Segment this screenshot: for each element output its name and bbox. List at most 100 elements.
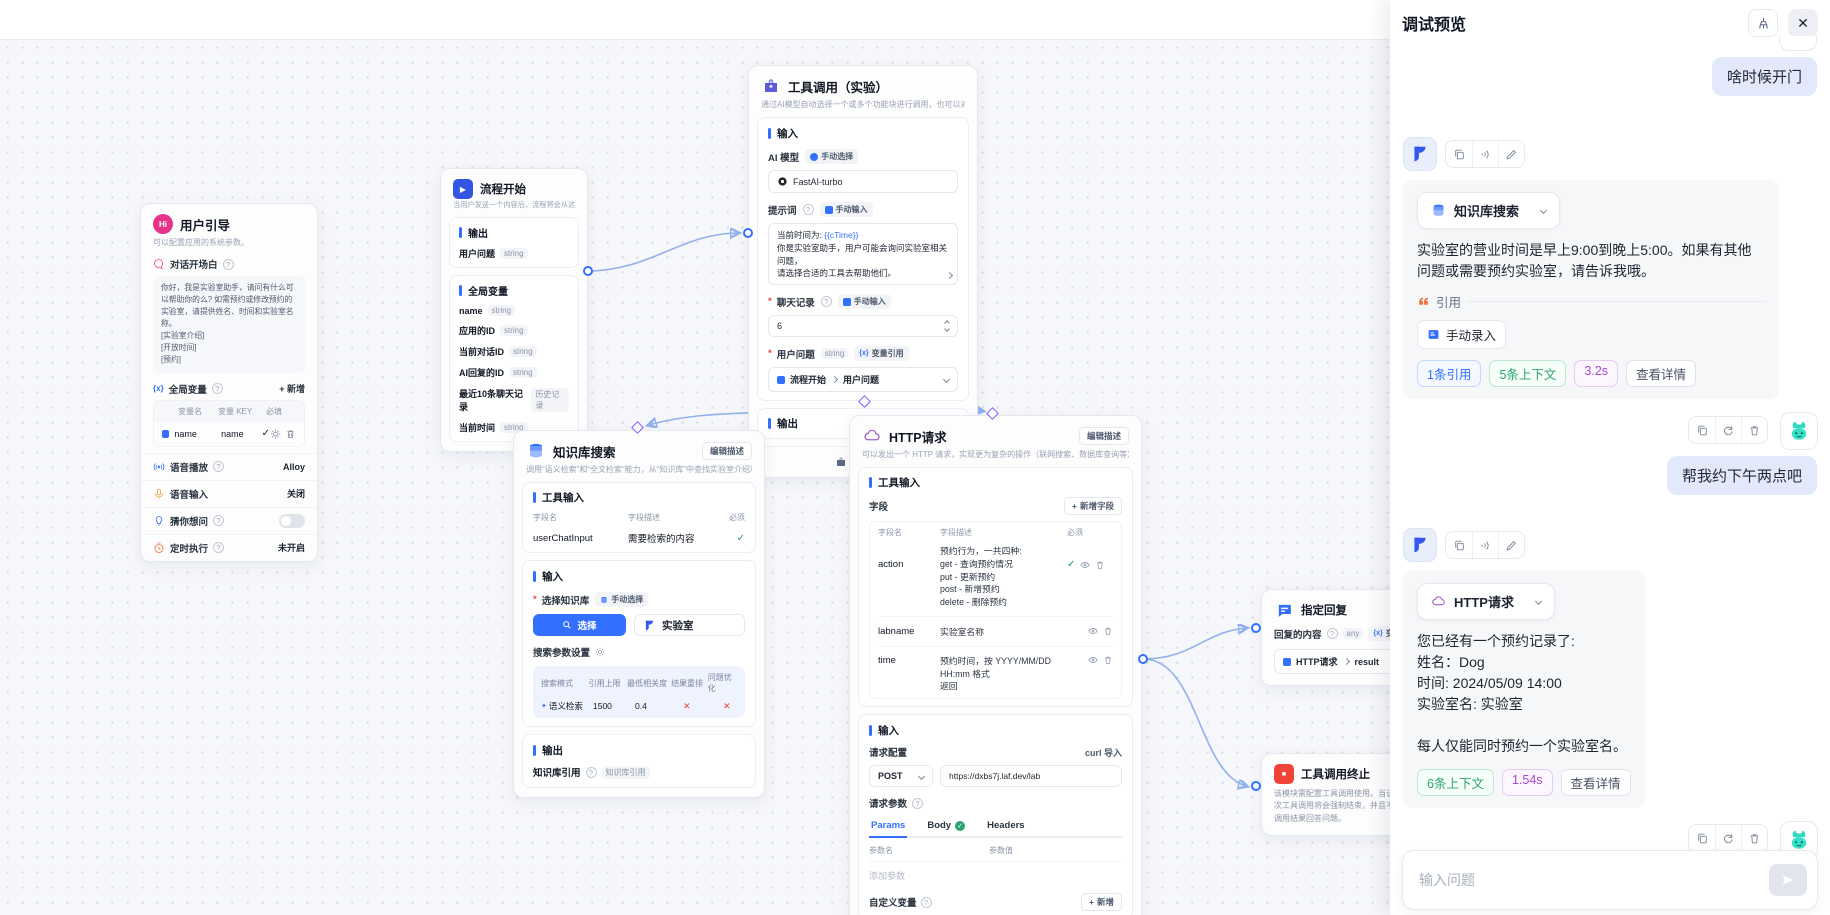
cite-count-badge[interactable]: 1条引用: [1417, 360, 1482, 387]
question-ref-select[interactable]: 流程开始 用户问题: [768, 367, 958, 392]
delete-icon[interactable]: [1741, 825, 1767, 851]
edit-icon[interactable]: [1498, 532, 1524, 558]
node-flow-start[interactable]: ▶ 流程开始 当用户发送一个内容后，流程将会从这个模块开始执行。 输出 用户问题…: [440, 168, 588, 452]
tab-body[interactable]: Body ✓: [925, 816, 967, 836]
node-kb-search[interactable]: 知识库搜索 编辑描述 调用“语义检索”和“全文检索”能力，从“知识库”中查找实验…: [513, 430, 765, 798]
method-select[interactable]: POST: [869, 765, 933, 787]
retry-icon[interactable]: [1715, 825, 1741, 851]
stepper-down-icon[interactable]: [944, 326, 950, 332]
trash-icon[interactable]: [1103, 626, 1113, 636]
variable-icon: [162, 429, 170, 438]
copy-icon[interactable]: [1689, 825, 1715, 851]
view-detail-button[interactable]: 查看详情: [1560, 769, 1631, 796]
section-title: 工具输入: [533, 490, 745, 505]
eye-icon[interactable]: [1080, 560, 1090, 570]
dataset-card[interactable]: 实验室: [634, 614, 745, 636]
add-param-placeholder[interactable]: 添加参数: [869, 871, 906, 881]
send-icon[interactable]: [1769, 864, 1807, 896]
cloud-icon: [1432, 596, 1445, 606]
retry-icon[interactable]: [1715, 417, 1741, 443]
info-icon: ?: [213, 461, 225, 473]
ai-response-line: [1417, 715, 1631, 736]
node-result-pill[interactable]: 知识库搜索: [1417, 192, 1561, 229]
node-user-guide[interactable]: Hi 用户引导 可以配置应用的系统参数。 对话开场白 ? 你好，我是实验室助手，…: [140, 203, 318, 562]
trash-icon[interactable]: [1095, 560, 1105, 570]
guess-toggle[interactable]: [279, 513, 305, 528]
url-input[interactable]: https://dxbs7j.laf.dev/lab: [940, 765, 1122, 787]
context-count-badge[interactable]: 5条上下文: [1489, 360, 1567, 387]
node-ref-icon: [777, 375, 785, 384]
connector-target-tool-call[interactable]: [743, 228, 753, 238]
add-field-button[interactable]: + 新增字段: [1064, 497, 1122, 515]
close-icon[interactable]: ✕: [1788, 9, 1818, 37]
field-name: userChatInput: [533, 532, 593, 544]
node-title: 知识库搜索: [553, 445, 616, 460]
message-toolbar: [1688, 824, 1768, 852]
resize-handle[interactable]: [945, 271, 954, 280]
model-select[interactable]: FastAI-turbo: [768, 170, 958, 193]
add-custom-var-button[interactable]: + 新增: [1081, 893, 1122, 911]
opening-textarea[interactable]: 你好，我是实验室助手，请问有什么可以帮助你的么? 如需预约或修改预约的实验室，请…: [153, 276, 305, 373]
copy-icon[interactable]: [1446, 141, 1472, 167]
copy-icon[interactable]: [1689, 417, 1715, 443]
required-check: ✓: [1067, 559, 1076, 570]
trash-icon[interactable]: [1103, 655, 1113, 665]
connector-source-http[interactable]: [1138, 654, 1148, 664]
question-input[interactable]: [1419, 872, 1769, 888]
context-count-badge[interactable]: 6条上下文: [1417, 769, 1494, 796]
node-title: 用户引导: [180, 218, 231, 233]
info-icon: ?: [820, 296, 832, 307]
node-result-pill[interactable]: HTTP请求: [1417, 583, 1555, 620]
tts-value[interactable]: Alloy: [282, 461, 305, 472]
dataset-mode-badge: 手动选择: [595, 592, 649, 607]
tab-headers[interactable]: Headers: [987, 820, 1025, 831]
ai-response-line: 实验室名: 实验室: [1417, 696, 1523, 712]
col-header: 参数值: [989, 846, 1013, 855]
ai-response-line: 您已经有一个预约记录了:: [1417, 633, 1575, 649]
clear-history-button[interactable]: [1748, 9, 1778, 37]
node-tool-call[interactable]: 工具调用（实验） 通过AI模型自动选择一个或多个功能块进行调用，也可以对插件进行…: [748, 65, 978, 478]
delete-variable-icon[interactable]: [285, 428, 296, 440]
select-dataset-button[interactable]: 选择: [533, 614, 626, 636]
prompt-textarea[interactable]: 当前时间为: {{cTime}} 你是实验室助手，用户可能会询问实验室相关问题，…: [768, 223, 958, 285]
connector-target-tool-stop[interactable]: [1251, 781, 1261, 791]
duration-badge[interactable]: 3.2s: [1574, 360, 1619, 387]
view-detail-button[interactable]: 查看详情: [1626, 360, 1697, 387]
info-icon: ?: [802, 204, 814, 215]
variable-token: {{cTime}}: [824, 230, 859, 240]
section-title: 输出: [533, 743, 745, 758]
tab-params[interactable]: Params: [869, 816, 908, 838]
stepper-up-icon[interactable]: [944, 320, 950, 326]
ai-message: 知识库搜索 实验室的营业时间是早上9:00到晚上5:00。如果有其他问题或需要预…: [1403, 137, 1779, 399]
node-http-request[interactable]: HTTP请求 编辑描述 可以发出一个 HTTP 请求，实现更为复杂的操作（联网搜…: [849, 415, 1142, 915]
gear-icon[interactable]: [595, 647, 605, 657]
output-item: 用户问题: [459, 249, 496, 259]
eye-icon[interactable]: [1088, 655, 1098, 665]
search-params-table: 搜索模式 引用上限 最低相关度 结果重排 问题优化 ✦ 语义检索 1500 0.4…: [533, 666, 745, 718]
voice-input-value[interactable]: 关闭: [286, 489, 305, 500]
request-config-label: 请求配置: [869, 748, 908, 759]
edit-variable-icon[interactable]: [270, 428, 281, 440]
tts-icon[interactable]: [1472, 532, 1498, 558]
voice-input-label: 语音输入: [170, 489, 209, 501]
edit-icon[interactable]: [1498, 141, 1524, 167]
section-title: 输入: [768, 126, 958, 141]
schedule-value[interactable]: 未开启: [277, 543, 305, 554]
copy-icon[interactable]: [1446, 532, 1472, 558]
add-variable-button[interactable]: + 新增: [279, 384, 305, 395]
connector-source-flow-start[interactable]: [583, 266, 593, 276]
tts-icon[interactable]: [1472, 141, 1498, 167]
eye-icon[interactable]: [1088, 626, 1098, 636]
col-header: 必须: [1067, 528, 1083, 537]
edit-description-button[interactable]: 编辑描述: [701, 442, 752, 460]
bulb-icon: [153, 515, 165, 527]
connector-target-assigned-reply[interactable]: [1251, 623, 1261, 633]
source-tag[interactable]: 手动录入: [1417, 320, 1507, 349]
delete-icon[interactable]: [1741, 417, 1767, 443]
history-count-stepper[interactable]: 6: [768, 315, 958, 337]
mic-icon: [153, 488, 165, 500]
edit-description-button[interactable]: 编辑描述: [1078, 427, 1129, 445]
database-icon: [526, 441, 546, 461]
duration-badge[interactable]: 1.54s: [1501, 769, 1553, 796]
curl-import-button[interactable]: curl 导入: [1084, 747, 1122, 758]
